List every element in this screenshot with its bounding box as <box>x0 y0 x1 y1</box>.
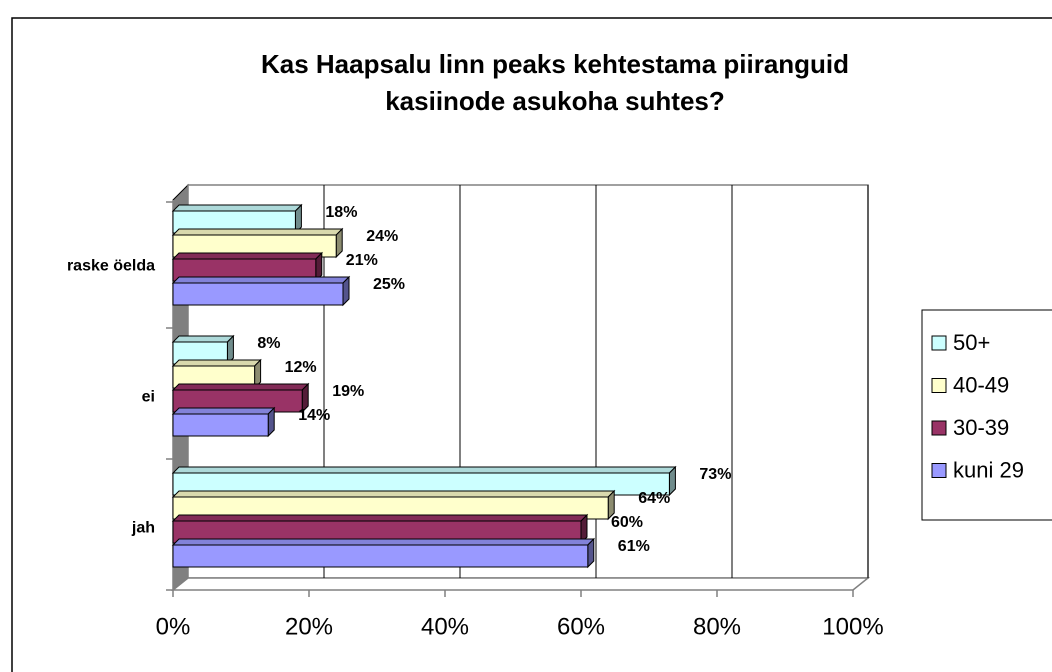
y-tick-label: jah <box>131 520 155 537</box>
data-label: 25% <box>373 276 405 293</box>
data-label: 14% <box>298 407 330 424</box>
bar-top <box>171 335 235 343</box>
bar <box>172 282 344 306</box>
legend-label: 30-39 <box>953 415 1009 440</box>
bar-top <box>171 466 677 474</box>
bar-top <box>171 359 262 367</box>
data-label: 61% <box>618 538 650 555</box>
bar <box>172 413 269 437</box>
data-label: 12% <box>285 359 317 376</box>
x-tick-label: 60% <box>557 613 605 640</box>
data-label: 73% <box>699 466 731 483</box>
chart-title: kasiinode asukoha suhtes? <box>385 86 725 116</box>
data-label: 64% <box>638 490 670 507</box>
bar-top <box>171 204 303 212</box>
legend-swatch <box>931 420 947 436</box>
x-tick-label: 0% <box>156 613 191 640</box>
data-label: 24% <box>366 228 398 245</box>
data-label: 8% <box>257 335 280 352</box>
legend-swatch <box>931 335 947 351</box>
bar-top <box>171 407 276 415</box>
bar-top <box>171 228 344 236</box>
bar-top <box>171 514 589 522</box>
bar <box>172 544 589 568</box>
legend-swatch <box>931 378 947 393</box>
legend-swatch <box>931 463 947 478</box>
legend-label: 40-49 <box>953 372 1009 397</box>
bar-top <box>171 538 596 546</box>
y-tick-label: raske öelda <box>67 258 155 275</box>
legend-label: kuni 29 <box>953 457 1024 482</box>
floor <box>170 577 871 591</box>
bar-top <box>171 252 324 260</box>
x-tick-label: 80% <box>693 613 741 640</box>
bar-top <box>171 383 310 391</box>
y-tick-label: ei <box>142 389 155 406</box>
x-tick-label: 40% <box>421 613 469 640</box>
bar-top <box>171 276 351 284</box>
data-label: 60% <box>611 514 643 531</box>
data-label: 21% <box>346 252 378 269</box>
x-tick-label: 20% <box>285 613 333 640</box>
data-label: 19% <box>332 383 364 400</box>
bar-top <box>171 490 616 498</box>
x-tick-label: 100% <box>822 613 883 640</box>
legend-label: 50+ <box>953 330 990 355</box>
data-label: 18% <box>325 204 357 221</box>
chart-title: Kas Haapsalu linn peaks kehtestama piira… <box>261 49 849 79</box>
